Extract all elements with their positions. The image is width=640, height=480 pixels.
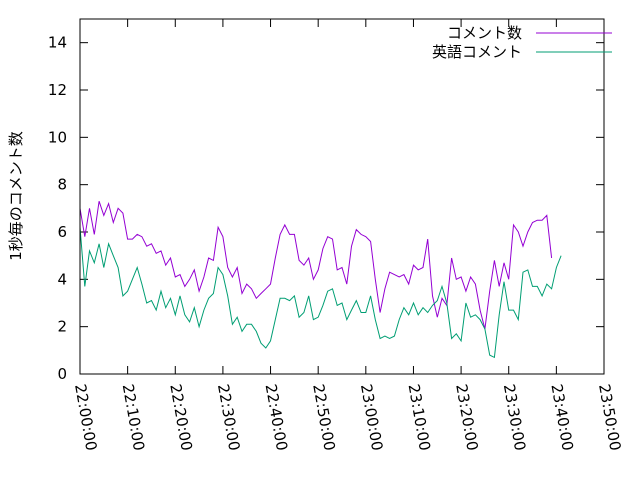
x-tick-label: 23:30:00 (500, 383, 529, 452)
series-line-1 (79, 201, 553, 330)
y-tick-label: 0 (57, 365, 67, 383)
y-tick-label: 2 (57, 318, 67, 336)
x-tick-label: 22:10:00 (119, 383, 148, 452)
x-tick-label: 22:40:00 (262, 383, 291, 452)
x-tick-label: 23:20:00 (452, 383, 481, 452)
y-tick-label: 12 (48, 81, 67, 99)
y-tick-label: 10 (48, 128, 67, 146)
x-tick-label: 23:10:00 (405, 383, 434, 452)
x-tick-label: 23:00:00 (357, 383, 386, 452)
y-tick-label: 4 (57, 270, 67, 288)
y-tick-label: 8 (57, 176, 67, 194)
series-line-2 (79, 227, 562, 359)
x-tick-label: 23:40:00 (547, 383, 576, 452)
legend-label-2: 英語コメント (432, 43, 522, 61)
x-axis-ticks: 22:00:00 22:10:00 22:20:00 22:30:00 22:40:00… (71, 19, 624, 452)
y-axis-ticks: 0 2 4 6 8 10 12 14 (48, 34, 604, 383)
series-layer (79, 201, 562, 359)
legend-label-1: コメント数 (447, 24, 522, 42)
x-tick-label: 22:00:00 (71, 383, 100, 452)
x-tick-label: 22:20:00 (166, 383, 195, 452)
x-tick-label: 22:30:00 (214, 383, 243, 452)
x-tick-label: 22:50:00 (309, 383, 338, 452)
plot-frame (79, 18, 605, 375)
y-axis-label: 1秒毎のコメント数 (7, 131, 25, 261)
y-tick-label: 6 (57, 223, 67, 241)
x-tick-label: 23:50:00 (595, 383, 624, 452)
y-tick-label: 14 (48, 34, 67, 52)
